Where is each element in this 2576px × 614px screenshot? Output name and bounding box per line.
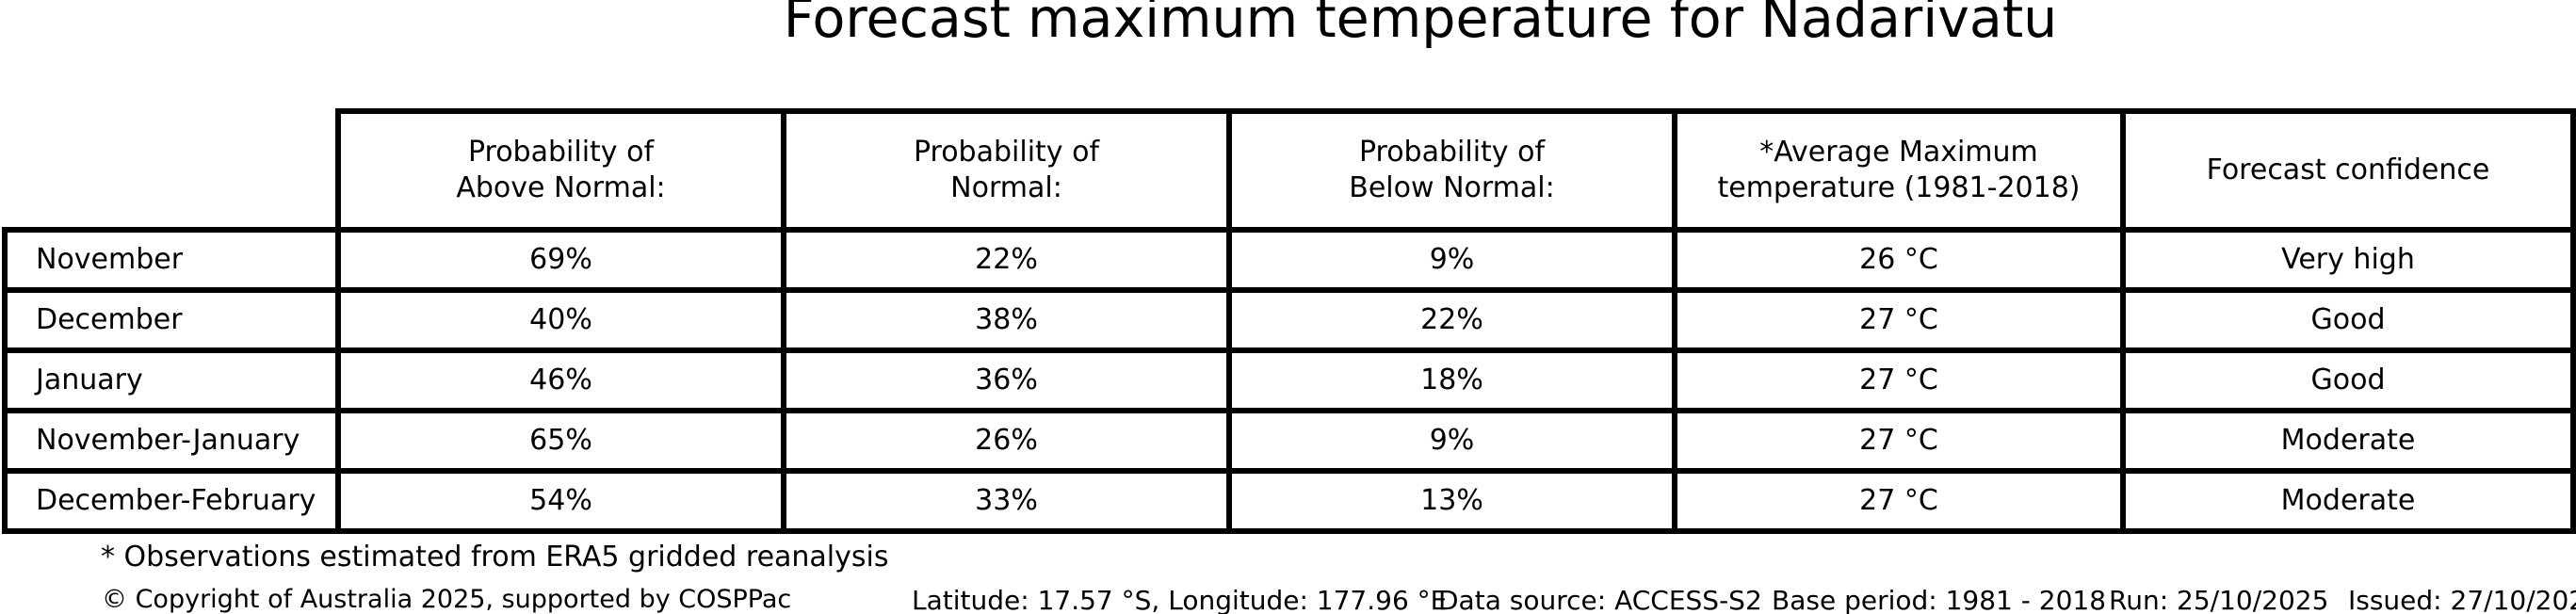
normal-cell: 36%	[781, 347, 1232, 413]
period-cell: January	[2, 347, 341, 413]
forecast-table: Probability of Above Normal: Probability…	[2, 108, 2576, 534]
average-max-cell: 27 °C	[1672, 347, 2126, 413]
header-normal: Probability of Normal:	[781, 108, 1232, 233]
normal-cell: 22%	[781, 227, 1232, 293]
header-forecast-confidence: Forecast confidence	[2120, 108, 2576, 233]
observations-footnote: * Observations estimated from ERA5 gridd…	[101, 541, 889, 574]
latitude-longitude-text: Latitude: 17.57 °S, Longitude: 177.96 °E	[912, 585, 1448, 614]
table-row-december: December 40% 38% 22% 27 °C Good	[2, 287, 2576, 353]
average-max-cell: 27 °C	[1672, 468, 2126, 534]
table-row-november-january: November-January 65% 26% 9% 27 °C Modera…	[2, 408, 2576, 474]
above-normal-cell: 69%	[335, 227, 786, 293]
issued-date-text: Issued: 27/10/2025	[2348, 585, 2576, 614]
confidence-cell: Good	[2120, 347, 2576, 413]
below-normal-cell: 9%	[1226, 227, 1677, 293]
period-cell: November-January	[2, 408, 341, 474]
header-spacer-cell	[5, 111, 338, 230]
normal-cell: 26%	[781, 408, 1232, 474]
page-title: Forecast maximum temperature for Nadariv…	[783, 0, 2058, 50]
data-source-text: Data source: ACCESS-S2	[1438, 585, 1762, 614]
confidence-cell: Very high	[2120, 227, 2576, 293]
above-normal-cell: 54%	[335, 468, 786, 534]
average-max-cell: 27 °C	[1672, 408, 2126, 474]
average-max-cell: 27 °C	[1672, 287, 2126, 353]
header-above-normal: Probability of Above Normal:	[335, 108, 786, 233]
average-max-cell: 26 °C	[1672, 227, 2126, 293]
normal-cell: 33%	[781, 468, 1232, 534]
below-normal-cell: 13%	[1226, 468, 1677, 534]
table-row-january: January 46% 36% 18% 27 °C Good	[2, 347, 2576, 413]
normal-cell: 38%	[781, 287, 1232, 353]
copyright-text: © Copyright of Australia 2025, supported…	[102, 585, 792, 614]
below-normal-cell: 18%	[1226, 347, 1677, 413]
run-date-text: Run: 25/10/2025	[2109, 585, 2329, 614]
table-header-row: Probability of Above Normal: Probability…	[5, 108, 2576, 233]
header-average-max-temperature: *Average Maximum temperature (1981-2018)	[1672, 108, 2126, 233]
table-row-december-february: December-February 54% 33% 13% 27 °C Mode…	[2, 468, 2576, 534]
above-normal-cell: 46%	[335, 347, 786, 413]
confidence-cell: Good	[2120, 287, 2576, 353]
base-period-text: Base period: 1981 - 2018	[1772, 585, 2107, 614]
period-cell: December	[2, 287, 341, 353]
confidence-cell: Moderate	[2120, 408, 2576, 474]
below-normal-cell: 9%	[1226, 408, 1677, 474]
period-cell: December-February	[2, 468, 341, 534]
above-normal-cell: 65%	[335, 408, 786, 474]
header-below-normal: Probability of Below Normal:	[1226, 108, 1677, 233]
period-cell: November	[2, 227, 341, 293]
below-normal-cell: 22%	[1226, 287, 1677, 353]
above-normal-cell: 40%	[335, 287, 786, 353]
confidence-cell: Moderate	[2120, 468, 2576, 534]
table-row-november: November 69% 22% 9% 26 °C Very high	[2, 227, 2576, 293]
